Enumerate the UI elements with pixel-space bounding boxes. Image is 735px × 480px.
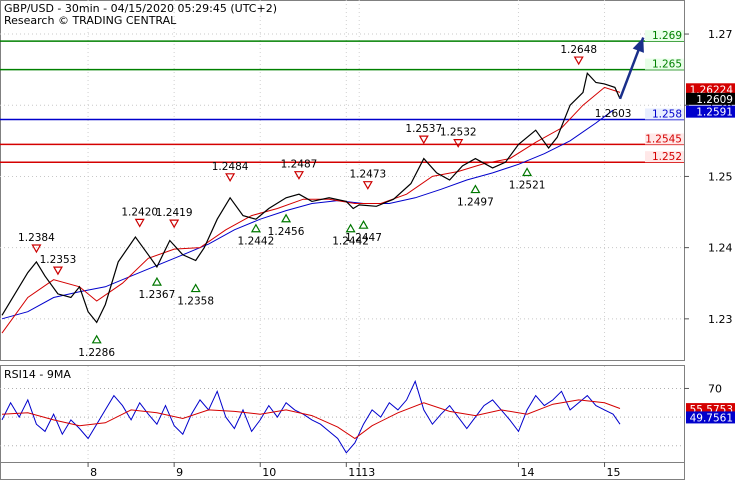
swing-low-label: 1.2442 (238, 236, 275, 248)
price-tag-label: 1.2609 (696, 94, 733, 106)
price-tick-label: 1.25 (708, 170, 733, 183)
price-label: 1.2603 (595, 108, 632, 120)
swing-high-label: 1.2532 (440, 127, 477, 139)
rsi-title: RSI14 - 9MA (4, 368, 71, 381)
price-tag-bg (686, 83, 735, 96)
time-tick-label: 10 (262, 466, 276, 479)
rsi-tag-bg (686, 411, 735, 424)
swing-high-label: 1.2537 (405, 123, 442, 135)
swing-high-marker (573, 56, 584, 66)
swing-low-marker (91, 334, 102, 344)
chart-credit: Research © TRADING CENTRAL (4, 14, 177, 27)
price-tick-label: 1.23 (708, 313, 733, 326)
time-tick-label: 13 (361, 466, 375, 479)
grid (0, 0, 684, 462)
swing-low-marker (470, 184, 481, 194)
time-tick-label: 15 (607, 466, 621, 479)
price-tag-label: 1.2591 (696, 107, 733, 119)
swing-high-marker (293, 171, 304, 180)
forecast-arrowhead (632, 37, 644, 53)
price-tick-label: 1.27 (708, 28, 733, 41)
time-tick-label: 14 (520, 466, 534, 479)
series-rsi (1, 379, 621, 454)
level-label-bg (645, 58, 684, 70)
level-label-bg (645, 30, 684, 42)
swing-high-label: 1.2473 (349, 169, 386, 181)
swing-low-label: 1.2367 (139, 289, 176, 301)
swing-low-marker (281, 213, 292, 223)
level-label-bg (645, 108, 684, 120)
time-tick-label: 8 (90, 466, 97, 479)
chart-title: GBP/USD - 30min - 04/15/2020 05:29:45 (U… (4, 2, 277, 15)
price-tag-bg (686, 92, 735, 105)
time-tick-label: 9 (176, 466, 183, 479)
swing-high-marker (134, 218, 145, 228)
time-tick-label: 11 (348, 466, 362, 479)
swing-high-label: 1.2484 (212, 161, 249, 173)
swing-high-marker (225, 173, 236, 183)
swing-high-label: 1.2353 (40, 254, 77, 266)
rsi-tick-label: 70 (708, 382, 722, 395)
level-label: 1.252 (652, 151, 682, 163)
swing-low-label: 1.2521 (509, 179, 546, 191)
swing-low-marker (358, 219, 369, 229)
swing-low-marker (250, 223, 261, 233)
time-axis-frame (0, 462, 685, 480)
swing-low-marker (345, 223, 356, 233)
series-ma-slow (1, 109, 614, 320)
swing-high-marker (169, 219, 180, 229)
series-ma-fast (1, 86, 621, 334)
swing-markers: 1.2384 1.2353 1.2286 1.2420 1.2367 1.2419 1.23… (18, 44, 631, 359)
swing-low-label: 1.2456 (268, 226, 305, 238)
level-label-bg (645, 151, 684, 163)
level-label: 1.2545 (645, 133, 682, 145)
swing-high-marker (31, 244, 42, 254)
price-panel-frame (0, 0, 685, 361)
swing-low-label: 1.2358 (177, 296, 214, 308)
swing-high-label: 1.2487 (281, 159, 318, 171)
swing-low-marker (522, 167, 533, 177)
swing-low-marker (190, 283, 201, 293)
level-label: 1.265 (652, 59, 682, 71)
price-tick-label: 1.24 (708, 242, 733, 255)
swing-high-marker (52, 266, 63, 276)
swing-low-label: 1.2442 (332, 236, 369, 248)
price-series (1, 37, 645, 334)
swing-low-label: 1.2447 (345, 232, 382, 244)
swing-high-marker (362, 181, 373, 190)
level-label-bg (645, 133, 684, 145)
swing-high-marker (453, 139, 464, 148)
swing-low-label: 1.2497 (457, 197, 494, 209)
rsi-tag-label: 49.7561 (690, 412, 733, 424)
swing-high-label: 1.2384 (18, 232, 55, 244)
swing-low-marker (151, 276, 162, 286)
level-label: 1.258 (652, 108, 682, 120)
level-label: 1.269 (652, 30, 682, 42)
swing-low-label: 1.2286 (78, 347, 115, 359)
price-tag-bg (686, 105, 735, 118)
series-price (1, 71, 621, 324)
swing-high-marker (418, 135, 429, 145)
rsi-series (1, 379, 621, 454)
price-axis-area (685, 0, 735, 480)
series-rsi-ma (1, 399, 621, 440)
swing-high-label: 1.2648 (560, 44, 597, 56)
swing-high-label: 1.2419 (156, 207, 193, 219)
swing-high-label: 1.2420 (121, 206, 158, 218)
